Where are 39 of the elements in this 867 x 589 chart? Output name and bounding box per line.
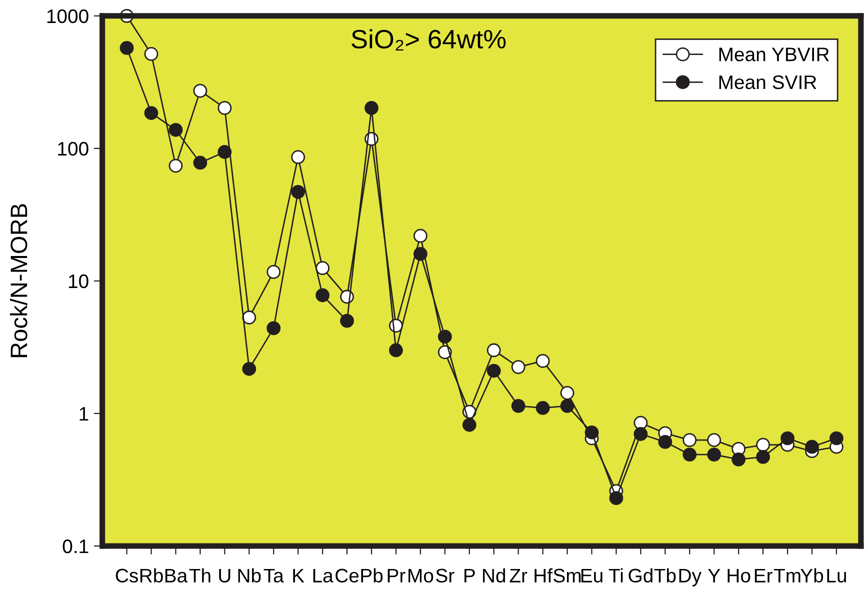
x-tick-label: Ba [165, 568, 188, 583]
x-tick-label: Sm [554, 568, 581, 583]
x-tick-label: Pb [361, 568, 383, 583]
x-tick-label: Tm [774, 568, 800, 582]
x-tick-label: Hf [534, 568, 553, 582]
x-tick-label: Zr [510, 568, 528, 582]
x-tick-label: Rb [140, 568, 163, 583]
x-tick-label: Yb [800, 568, 824, 583]
y-tick-label: 10 [68, 274, 88, 288]
legend-label: Mean SVIR [719, 75, 816, 90]
x-tick-label: Eu [581, 568, 602, 583]
x-tick-label: Er [754, 568, 772, 582]
x-tick-label: Nd [483, 568, 506, 583]
x-tick-label: P [464, 568, 475, 582]
x-tick-label: Th [189, 568, 210, 582]
x-tick-label: Lu [827, 568, 846, 583]
x-tick-label: Pr [388, 568, 406, 582]
x-tick-label: U [219, 568, 230, 583]
x-tick-label: Nb [238, 568, 261, 583]
x-tick-label: Ta [264, 568, 284, 583]
legend-label: Mean YBVIR [719, 48, 829, 62]
y-axis-title: Rock/N-MORB [10, 204, 28, 358]
y-tick-label: 0.1 [62, 539, 88, 554]
x-tick-label: Dy [679, 568, 702, 586]
x-tick-label: Y [708, 568, 720, 582]
x-tick-label: Tb [654, 568, 676, 583]
x-tick-label: Ce [336, 568, 359, 583]
y-tick-label: 1000 [47, 9, 88, 24]
x-tick-label: Gd [628, 568, 652, 583]
x-tick-label: Sr [436, 568, 454, 583]
x-tick-label: K [293, 568, 304, 582]
y-tick-label: 1 [80, 407, 88, 421]
x-tick-label: Ho [728, 568, 750, 583]
y-tick-label: 100 [58, 142, 88, 156]
x-tick-label: La [313, 568, 334, 583]
x-tick-label: Ti [608, 568, 623, 582]
x-tick-label: Mo [408, 568, 434, 583]
annotation: SiO₂> 64wt% [352, 29, 506, 51]
x-tick-label: Cs [116, 568, 138, 583]
